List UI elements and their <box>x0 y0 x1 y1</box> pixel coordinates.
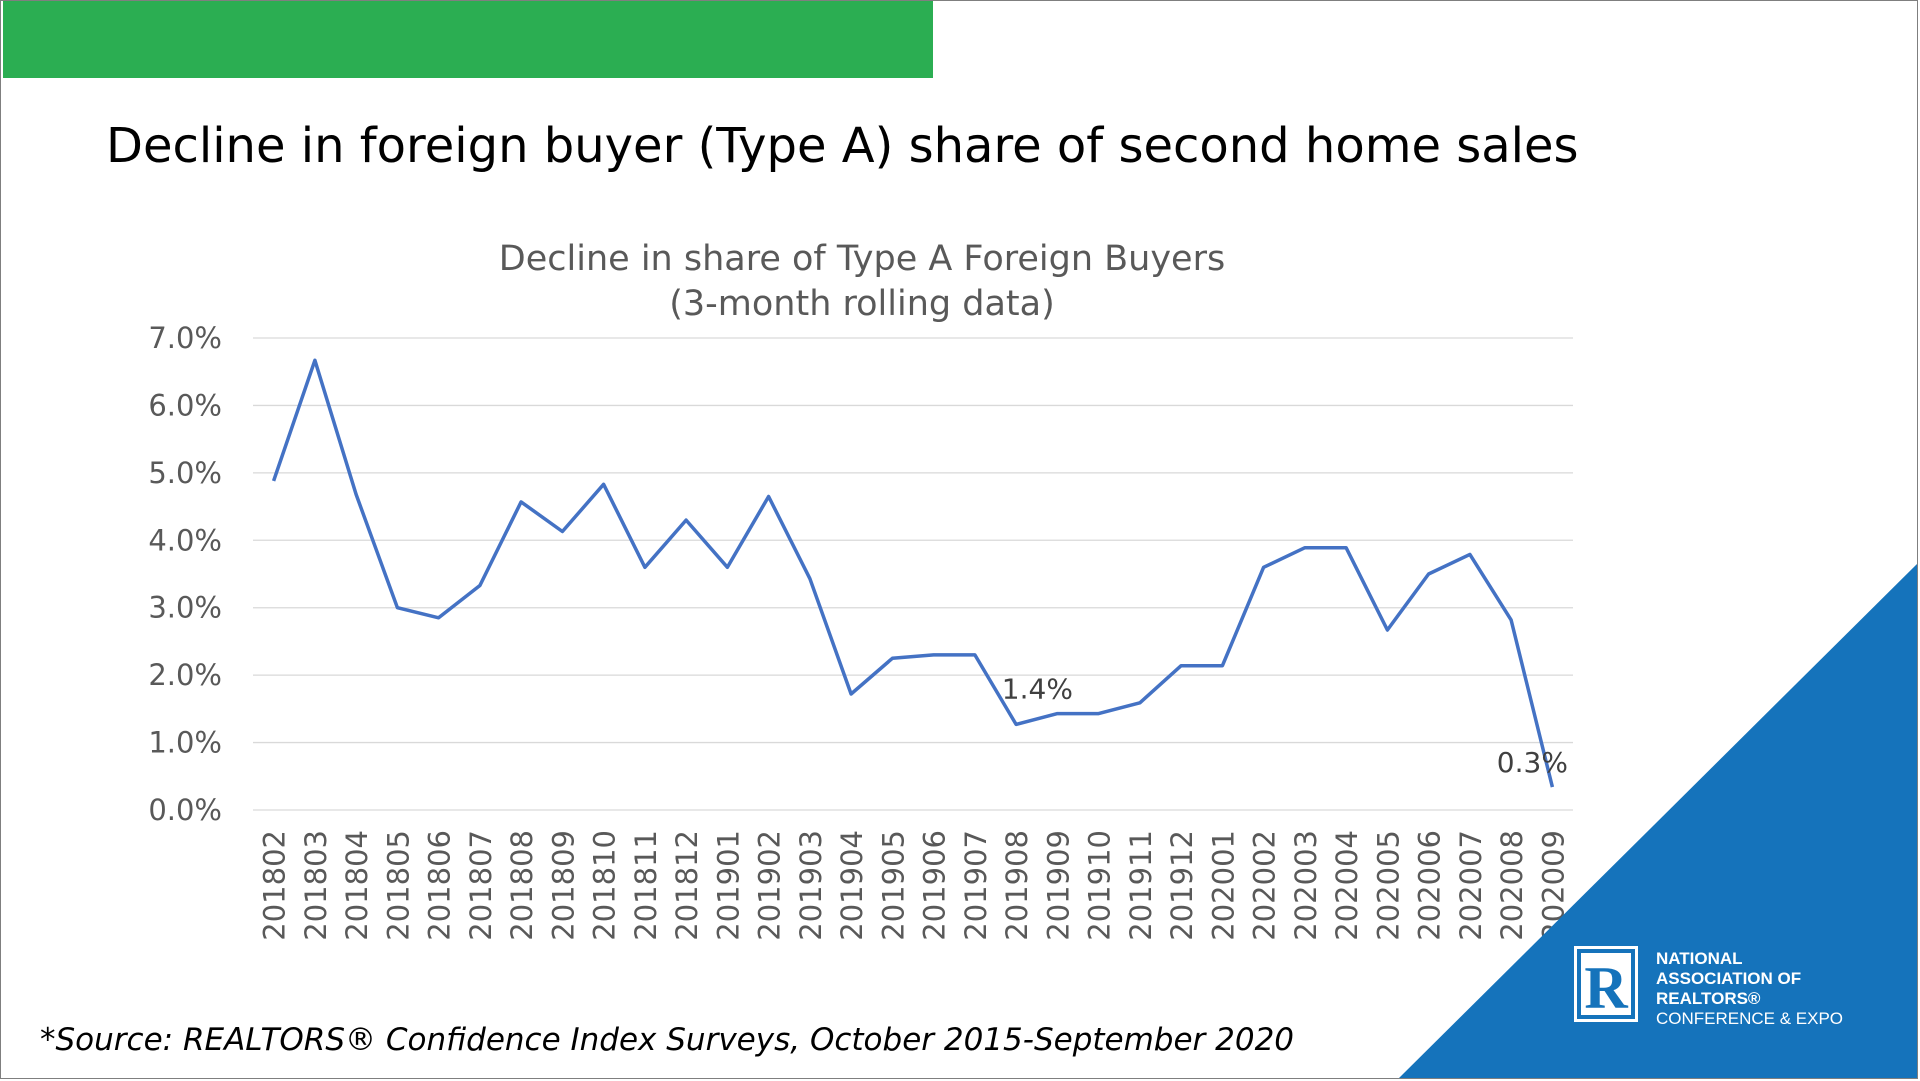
x-tick-label: 201904 <box>835 830 869 941</box>
data-labels: 1.4% 0.3% <box>1002 673 1568 779</box>
logo-line-4: CONFERENCE & EXPO <box>1656 1009 1844 1028</box>
y-tick-label: 2.0% <box>148 658 222 692</box>
x-tick-label: 202007 <box>1454 830 1488 941</box>
y-tick-label: 0.0% <box>148 793 222 827</box>
x-tick-label: 201907 <box>959 830 993 941</box>
source-note: *Source: REALTORS® Confidence Index Surv… <box>40 1022 1295 1058</box>
x-tick-label: 202002 <box>1248 830 1282 941</box>
chart-title: Decline in share of Type A Foreign Buyer… <box>499 239 1225 279</box>
x-tick-label: 202008 <box>1495 830 1529 941</box>
x-tick-label: 202006 <box>1413 830 1447 941</box>
x-tick-label: 201905 <box>876 830 910 941</box>
x-tick-label: 201910 <box>1083 830 1117 941</box>
y-tick-label: 7.0% <box>148 321 222 355</box>
x-tick-label: 201912 <box>1165 830 1199 941</box>
x-tick-label: 202003 <box>1289 830 1323 941</box>
x-tick-label: 202004 <box>1330 830 1364 941</box>
x-tick-label: 201901 <box>711 830 745 941</box>
x-axis-ticks: 201802 201803 201804 201805 201806 201807 2018… <box>258 830 1571 941</box>
series-line <box>271 358 1555 788</box>
x-tick-label: 201804 <box>340 830 374 941</box>
x-tick-label: 201805 <box>381 830 415 941</box>
x-tick-label: 201807 <box>464 830 498 941</box>
logo-line-3: REALTORS® <box>1656 989 1761 1008</box>
x-tick-label: 201803 <box>299 830 333 941</box>
x-tick-label: 201903 <box>794 830 828 941</box>
x-tick-label: 201906 <box>918 830 952 941</box>
y-tick-label: 5.0% <box>148 456 222 490</box>
logo-mark: R <box>1584 955 1628 1021</box>
realtor-logo: R <box>1574 946 1638 1022</box>
x-tick-label: 202005 <box>1371 830 1405 941</box>
logo-wordmark: NATIONAL ASSOCIATION OF REALTORS® CONFER… <box>1656 949 1843 1029</box>
y-tick-label: 4.0% <box>148 523 222 557</box>
slide-title: Decline in foreign buyer (Type A) share … <box>106 118 1579 174</box>
header-accent-bar <box>3 0 933 78</box>
y-tick-label: 6.0% <box>148 388 222 422</box>
chart-subtitle: (3-month rolling data) <box>669 284 1055 324</box>
x-tick-label: 201806 <box>423 830 457 941</box>
x-tick-label: 201909 <box>1041 830 1075 941</box>
x-tick-label: 201809 <box>546 830 580 941</box>
x-tick-label: 201911 <box>1124 830 1158 941</box>
x-tick-label: 201908 <box>1000 830 1034 941</box>
x-tick-label: 201808 <box>505 830 539 941</box>
logo-line-1: NATIONAL <box>1656 949 1743 968</box>
y-tick-label: 1.0% <box>148 726 222 760</box>
logo-line-2: ASSOCIATION OF <box>1656 969 1802 988</box>
x-tick-label: 201811 <box>629 830 663 941</box>
x-tick-label: 201810 <box>588 830 622 941</box>
y-axis-ticks: 0.0% 1.0% 2.0% 3.0% 4.0% 5.0% 6.0% 7.0% <box>148 321 222 827</box>
data-label: 0.3% <box>1497 746 1568 779</box>
y-tick-label: 3.0% <box>148 591 222 625</box>
series-layer <box>271 358 1555 788</box>
x-tick-label: 201812 <box>670 830 704 941</box>
x-tick-label: 202009 <box>1536 830 1570 941</box>
x-tick-label: 202001 <box>1206 830 1240 941</box>
data-label: 1.4% <box>1002 673 1073 706</box>
gridlines <box>253 337 1573 811</box>
x-tick-label: 201902 <box>753 830 787 941</box>
x-tick-label: 201802 <box>258 830 292 941</box>
